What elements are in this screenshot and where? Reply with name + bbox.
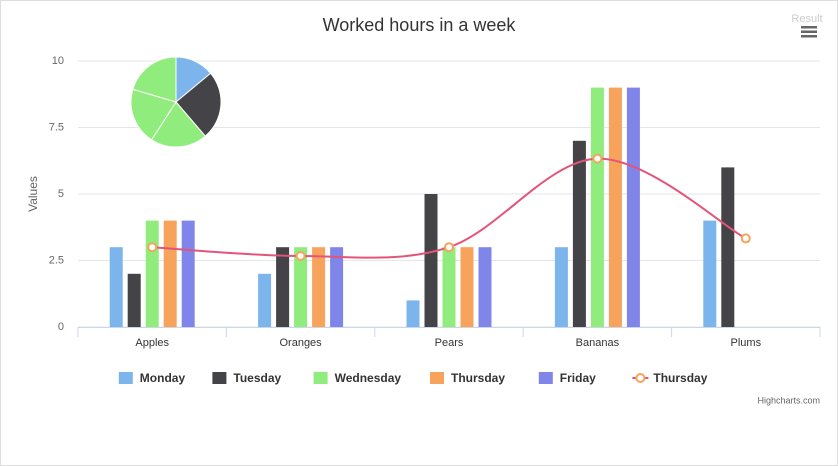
- y-tick-label: 7.5: [49, 121, 64, 133]
- bar: [703, 220, 717, 327]
- chart-title: Worked hours in a week: [323, 15, 517, 35]
- legend-marker: [635, 373, 646, 383]
- y-tick-label: 2.5: [49, 254, 64, 266]
- legend-label: Tuesday: [233, 371, 281, 385]
- legend-item[interactable]: Thursday: [430, 371, 505, 385]
- menu-bar: [801, 26, 817, 29]
- legend-item[interactable]: Monday: [118, 371, 186, 385]
- bar: [145, 220, 159, 327]
- spline-marker: [444, 242, 454, 253]
- bar: [460, 247, 474, 327]
- bar: [572, 140, 586, 327]
- menu-button[interactable]: [800, 24, 818, 38]
- bar: [181, 220, 195, 327]
- pie-slice: [130, 88, 177, 141]
- y-tick-label: 0: [58, 321, 64, 333]
- bar: [109, 247, 123, 327]
- spline-marker: [592, 153, 603, 164]
- pie-slice: [150, 101, 207, 148]
- legend-symbol: [118, 372, 133, 384]
- bar: [294, 247, 308, 327]
- bar: [590, 87, 604, 327]
- y-tick-label: 5: [58, 188, 64, 200]
- legend-label: Thursday: [653, 371, 707, 385]
- menu-bar: [801, 35, 817, 38]
- spline-marker: [147, 242, 158, 253]
- legend-symbol: [212, 372, 227, 384]
- pie-slice: [132, 56, 177, 103]
- legend-item[interactable]: Tuesday: [212, 371, 282, 385]
- x-tick-label: Apples: [135, 337, 169, 349]
- menu-bar: [801, 30, 817, 33]
- legend-item[interactable]: Wednesday: [313, 371, 402, 385]
- legend-symbol: [430, 372, 444, 384]
- legend-label: Wednesday: [335, 371, 402, 385]
- legend-label: Thursday: [451, 371, 505, 385]
- y-axis-title: Values: [26, 176, 40, 212]
- y-tick-label: 10: [52, 55, 64, 67]
- x-tick-label: Oranges: [279, 337, 322, 349]
- x-tick-label: Pears: [435, 337, 464, 349]
- legend-symbol: [538, 372, 553, 384]
- bar: [608, 87, 622, 327]
- bar: [276, 247, 290, 327]
- bar: [330, 247, 344, 327]
- corner-text: Result: [791, 13, 822, 25]
- bar: [478, 247, 492, 327]
- bar: [127, 273, 141, 327]
- bar: [258, 273, 272, 327]
- legend-symbol: [313, 372, 328, 384]
- pie-slice: [175, 72, 222, 137]
- spline-marker: [740, 233, 751, 244]
- legend-item[interactable]: Friday: [538, 371, 596, 385]
- x-tick-label: Bananas: [576, 337, 620, 349]
- bar: [406, 300, 420, 327]
- legend-label: Friday: [560, 371, 596, 385]
- x-tick-label: Plums: [731, 337, 762, 349]
- bar: [424, 194, 438, 327]
- spline-marker: [295, 250, 306, 261]
- bar: [442, 247, 456, 327]
- credits: Highcharts.com: [757, 395, 820, 405]
- bar: [554, 247, 568, 327]
- bar: [721, 167, 735, 327]
- bar: [163, 220, 177, 327]
- bar: [626, 87, 640, 327]
- legend-item[interactable]: Thursday: [632, 371, 708, 385]
- legend-label: Monday: [140, 371, 186, 385]
- bar: [312, 247, 326, 327]
